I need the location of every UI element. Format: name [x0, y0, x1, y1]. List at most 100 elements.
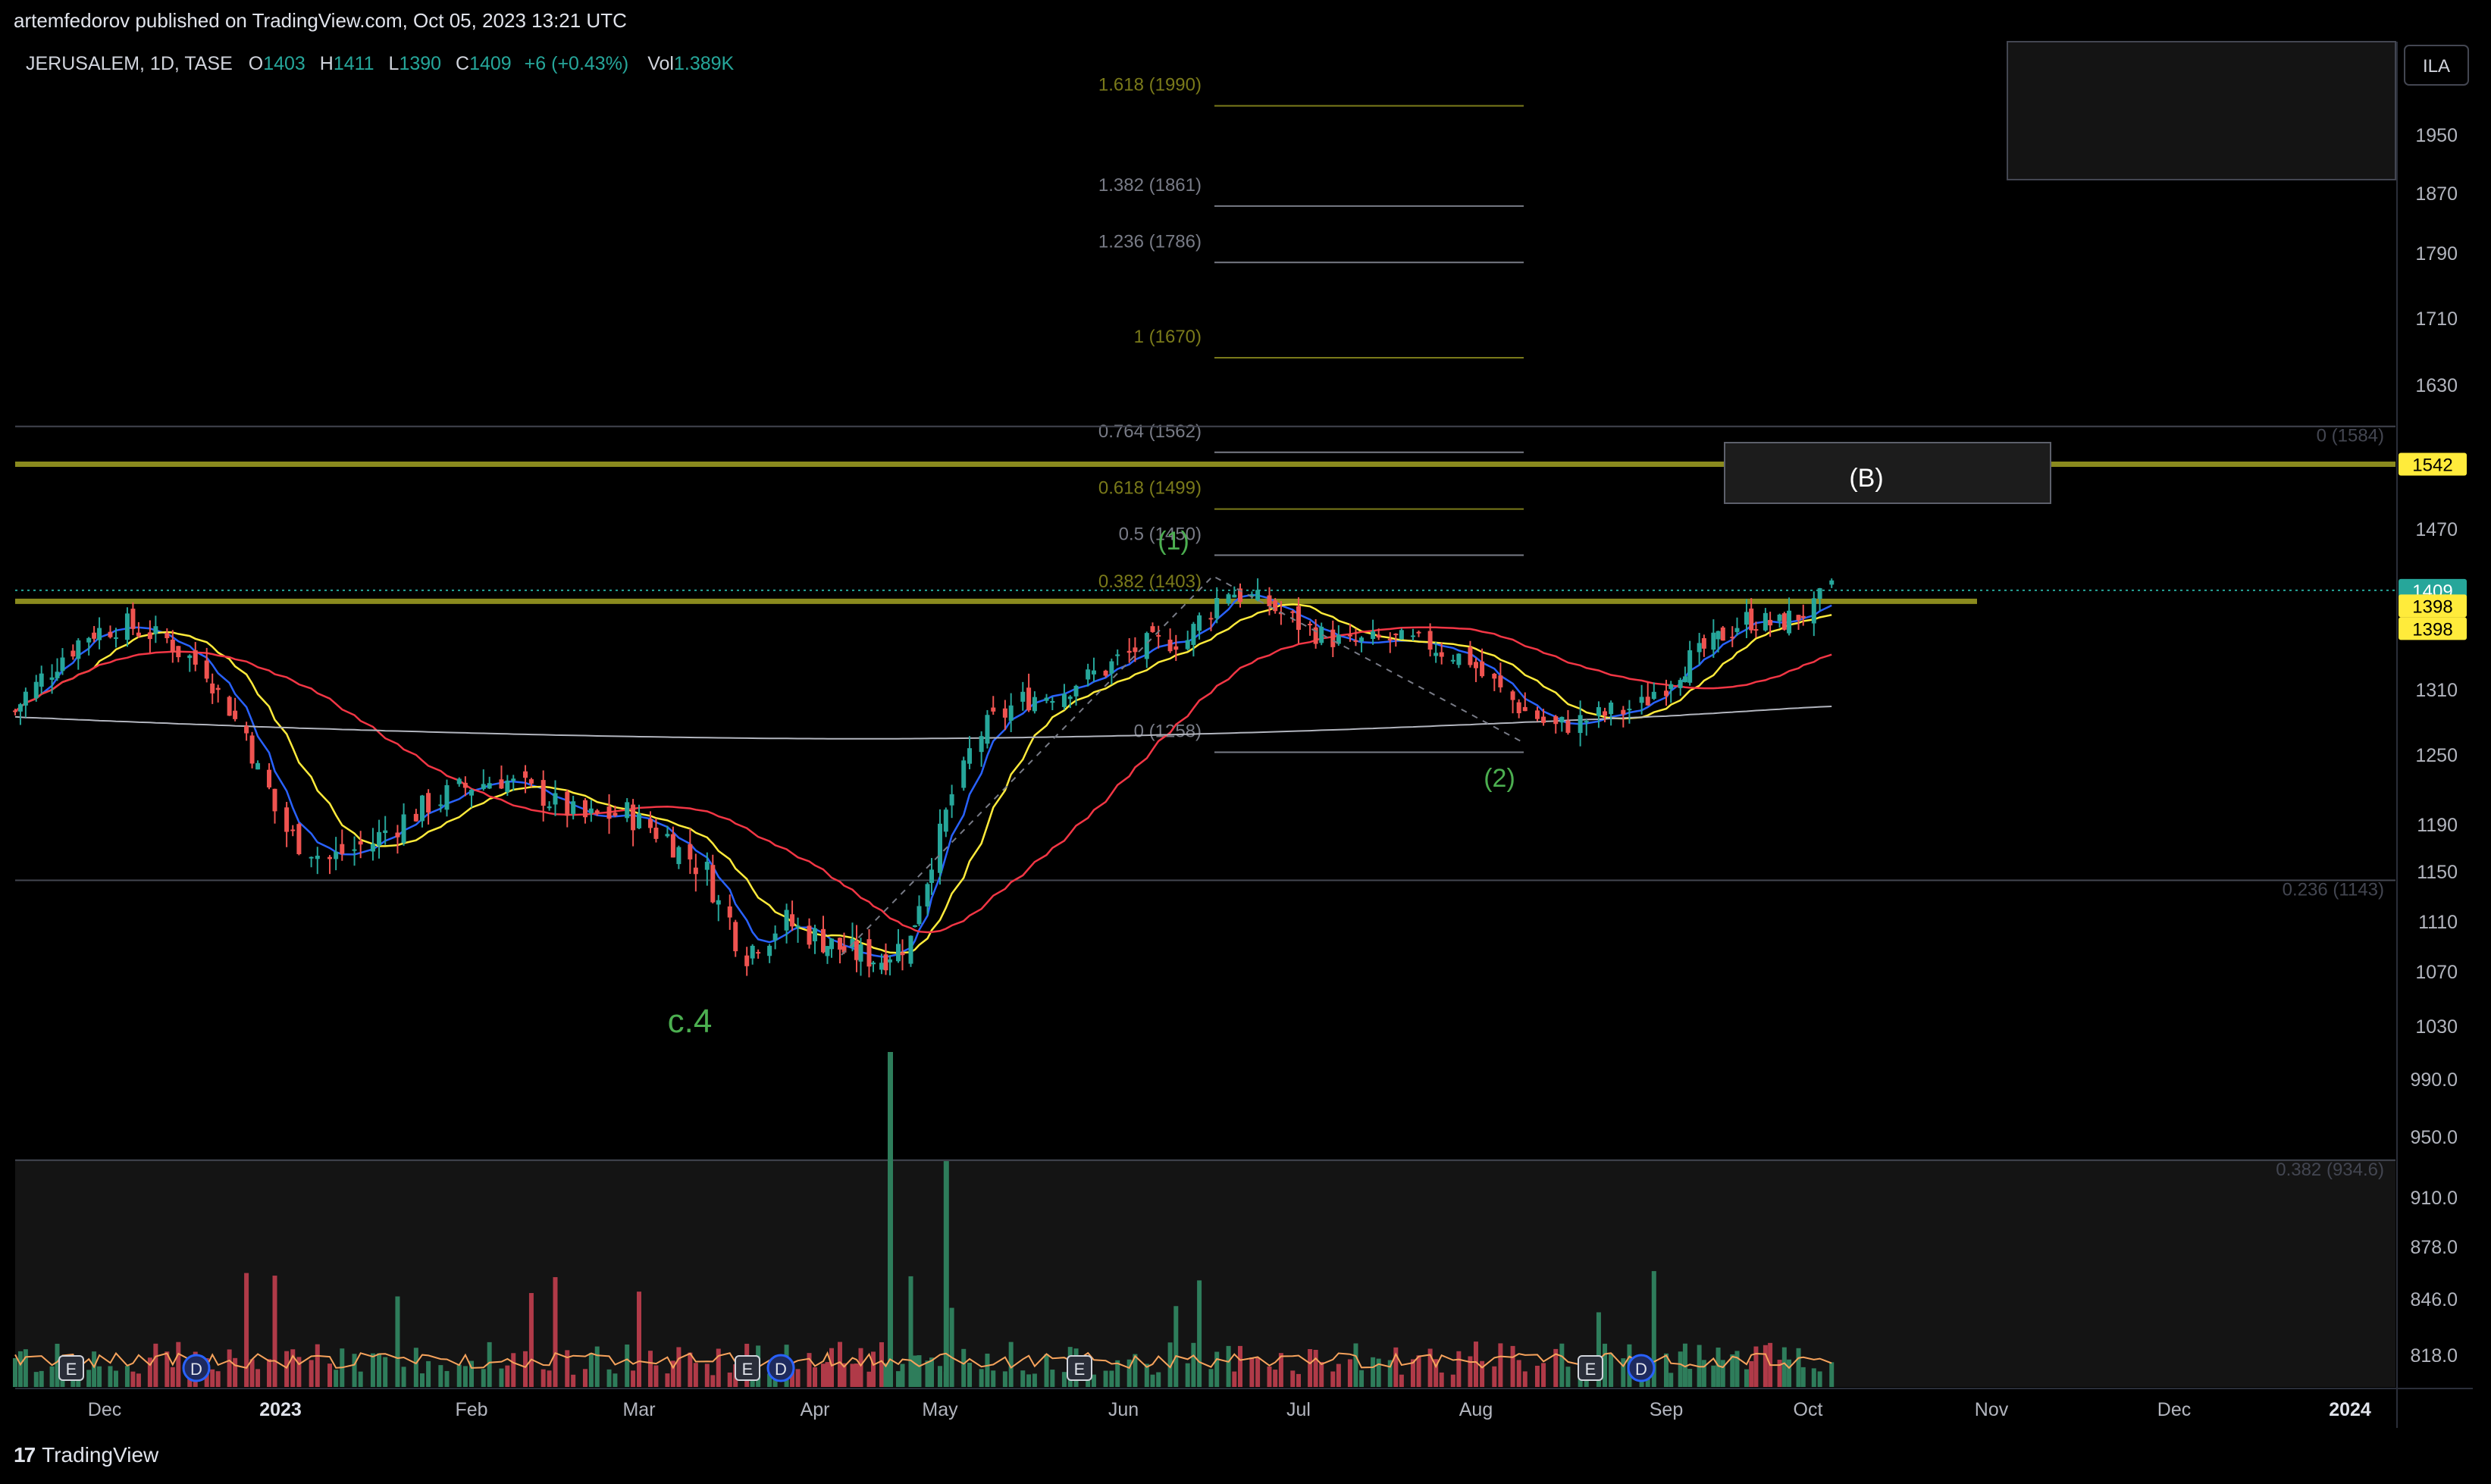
y-tick-label: 1710	[2415, 308, 2458, 330]
candle-body	[925, 884, 930, 907]
volume-bar	[1296, 1373, 1301, 1387]
candle-body	[547, 806, 552, 809]
candle-body	[469, 790, 474, 796]
volume-bar	[821, 1363, 826, 1387]
candle-body	[1596, 707, 1601, 716]
candle-body	[1609, 702, 1614, 715]
candle-body	[1273, 600, 1278, 612]
volume-bar	[1474, 1342, 1478, 1387]
volume-bar	[1439, 1372, 1444, 1387]
event-marker-label: D	[775, 1360, 787, 1379]
volume-bar	[838, 1342, 842, 1387]
fib-retracement-label: 0.382 (934.6)	[2276, 1160, 2384, 1180]
candle-body	[1050, 700, 1055, 703]
candle-body	[1522, 706, 1528, 712]
volume-bar	[582, 1369, 588, 1387]
y-tick-label: 1250	[2415, 745, 2458, 766]
candle-body	[1232, 594, 1237, 598]
volume-bar	[1376, 1358, 1381, 1387]
close-label: C	[456, 53, 470, 74]
volume-bar	[716, 1348, 721, 1387]
volume-bar	[377, 1353, 382, 1387]
candle-body	[637, 813, 641, 828]
candle-body	[370, 844, 375, 852]
candle-body	[908, 935, 913, 964]
candle-body	[1150, 626, 1155, 632]
volume-bar	[1197, 1280, 1202, 1387]
candle-body	[1330, 629, 1336, 647]
fib-extension-label: 0.382 (1403)	[1098, 571, 1202, 592]
candle-body	[511, 778, 516, 781]
volume-bar	[1191, 1342, 1196, 1387]
volume-bar	[961, 1348, 967, 1387]
candle-body	[528, 779, 534, 784]
candle-body	[401, 814, 406, 844]
candle-body	[1091, 670, 1096, 675]
candle-body	[1559, 716, 1565, 723]
candle-body	[625, 802, 630, 819]
volume-bar	[130, 1371, 136, 1387]
volume-bar	[352, 1354, 357, 1387]
candle-body	[716, 900, 721, 905]
candle-body	[1682, 676, 1687, 683]
price-badge-box	[2399, 594, 2467, 618]
candle-body	[653, 828, 659, 839]
volume-bar	[879, 1342, 884, 1387]
volume-bar	[1359, 1370, 1365, 1387]
fib-retracement-label: 0.236 (1143)	[2283, 880, 2384, 900]
volume-bar	[1278, 1353, 1283, 1387]
volume-bar	[1353, 1343, 1358, 1387]
candle-body	[1197, 615, 1202, 631]
volume-bar	[523, 1351, 528, 1387]
volume-bar	[588, 1353, 594, 1387]
volume-bar	[896, 1371, 901, 1387]
candle-body	[523, 771, 528, 778]
volume-bar	[1829, 1362, 1835, 1387]
volume-bar	[1032, 1373, 1037, 1387]
volume-spike-bar	[888, 1052, 893, 1387]
volume-bar	[647, 1351, 653, 1387]
candle-body	[900, 952, 905, 956]
candle-body	[481, 784, 486, 789]
x-tick-label: 2023	[259, 1399, 302, 1420]
volume-bar	[1817, 1371, 1822, 1387]
volume-bar	[813, 1367, 817, 1387]
candle-body	[1565, 720, 1571, 733]
candle-body	[676, 847, 682, 865]
currency-badge-box[interactable]	[2404, 45, 2469, 86]
volume-bar	[1126, 1359, 1132, 1387]
candle-body	[39, 673, 44, 687]
candle-body	[647, 819, 653, 828]
volume-bar	[613, 1373, 618, 1387]
footer-brand[interactable]: 17 TradingView	[14, 1443, 158, 1467]
symbol-name[interactable]: JERUSALEM, 1D, TASE	[26, 53, 233, 74]
volume-bar	[841, 1363, 847, 1387]
candle-body	[124, 613, 130, 640]
candle-body	[1627, 709, 1632, 711]
candle-body	[1167, 639, 1173, 652]
candle-body	[1185, 640, 1190, 650]
volume-bar	[1267, 1366, 1272, 1387]
volume-bar	[309, 1360, 314, 1387]
volume-bar	[1416, 1355, 1421, 1387]
volume-bar	[1410, 1359, 1415, 1387]
candle-body	[315, 855, 320, 859]
event-marker-label: D	[1635, 1360, 1647, 1379]
ma-blue-line	[14, 593, 1832, 958]
y-tick-label: 818.0	[2410, 1345, 2458, 1367]
volume-bar	[916, 1355, 922, 1387]
volume-bar	[979, 1369, 984, 1387]
volume-bar	[795, 1369, 801, 1387]
candle-body	[1645, 697, 1650, 706]
volume-bar	[553, 1277, 558, 1387]
candle-body	[1541, 716, 1546, 723]
volume-bar	[499, 1368, 504, 1387]
volume-bar	[1249, 1357, 1255, 1387]
candle-body	[413, 813, 418, 822]
y-tick-label: 878.0	[2410, 1237, 2458, 1258]
x-tick-label: Dec	[2157, 1399, 2191, 1420]
volume-bar	[866, 1371, 872, 1387]
volume-bar	[1559, 1343, 1565, 1387]
earnings-marker-icon	[58, 1355, 84, 1381]
